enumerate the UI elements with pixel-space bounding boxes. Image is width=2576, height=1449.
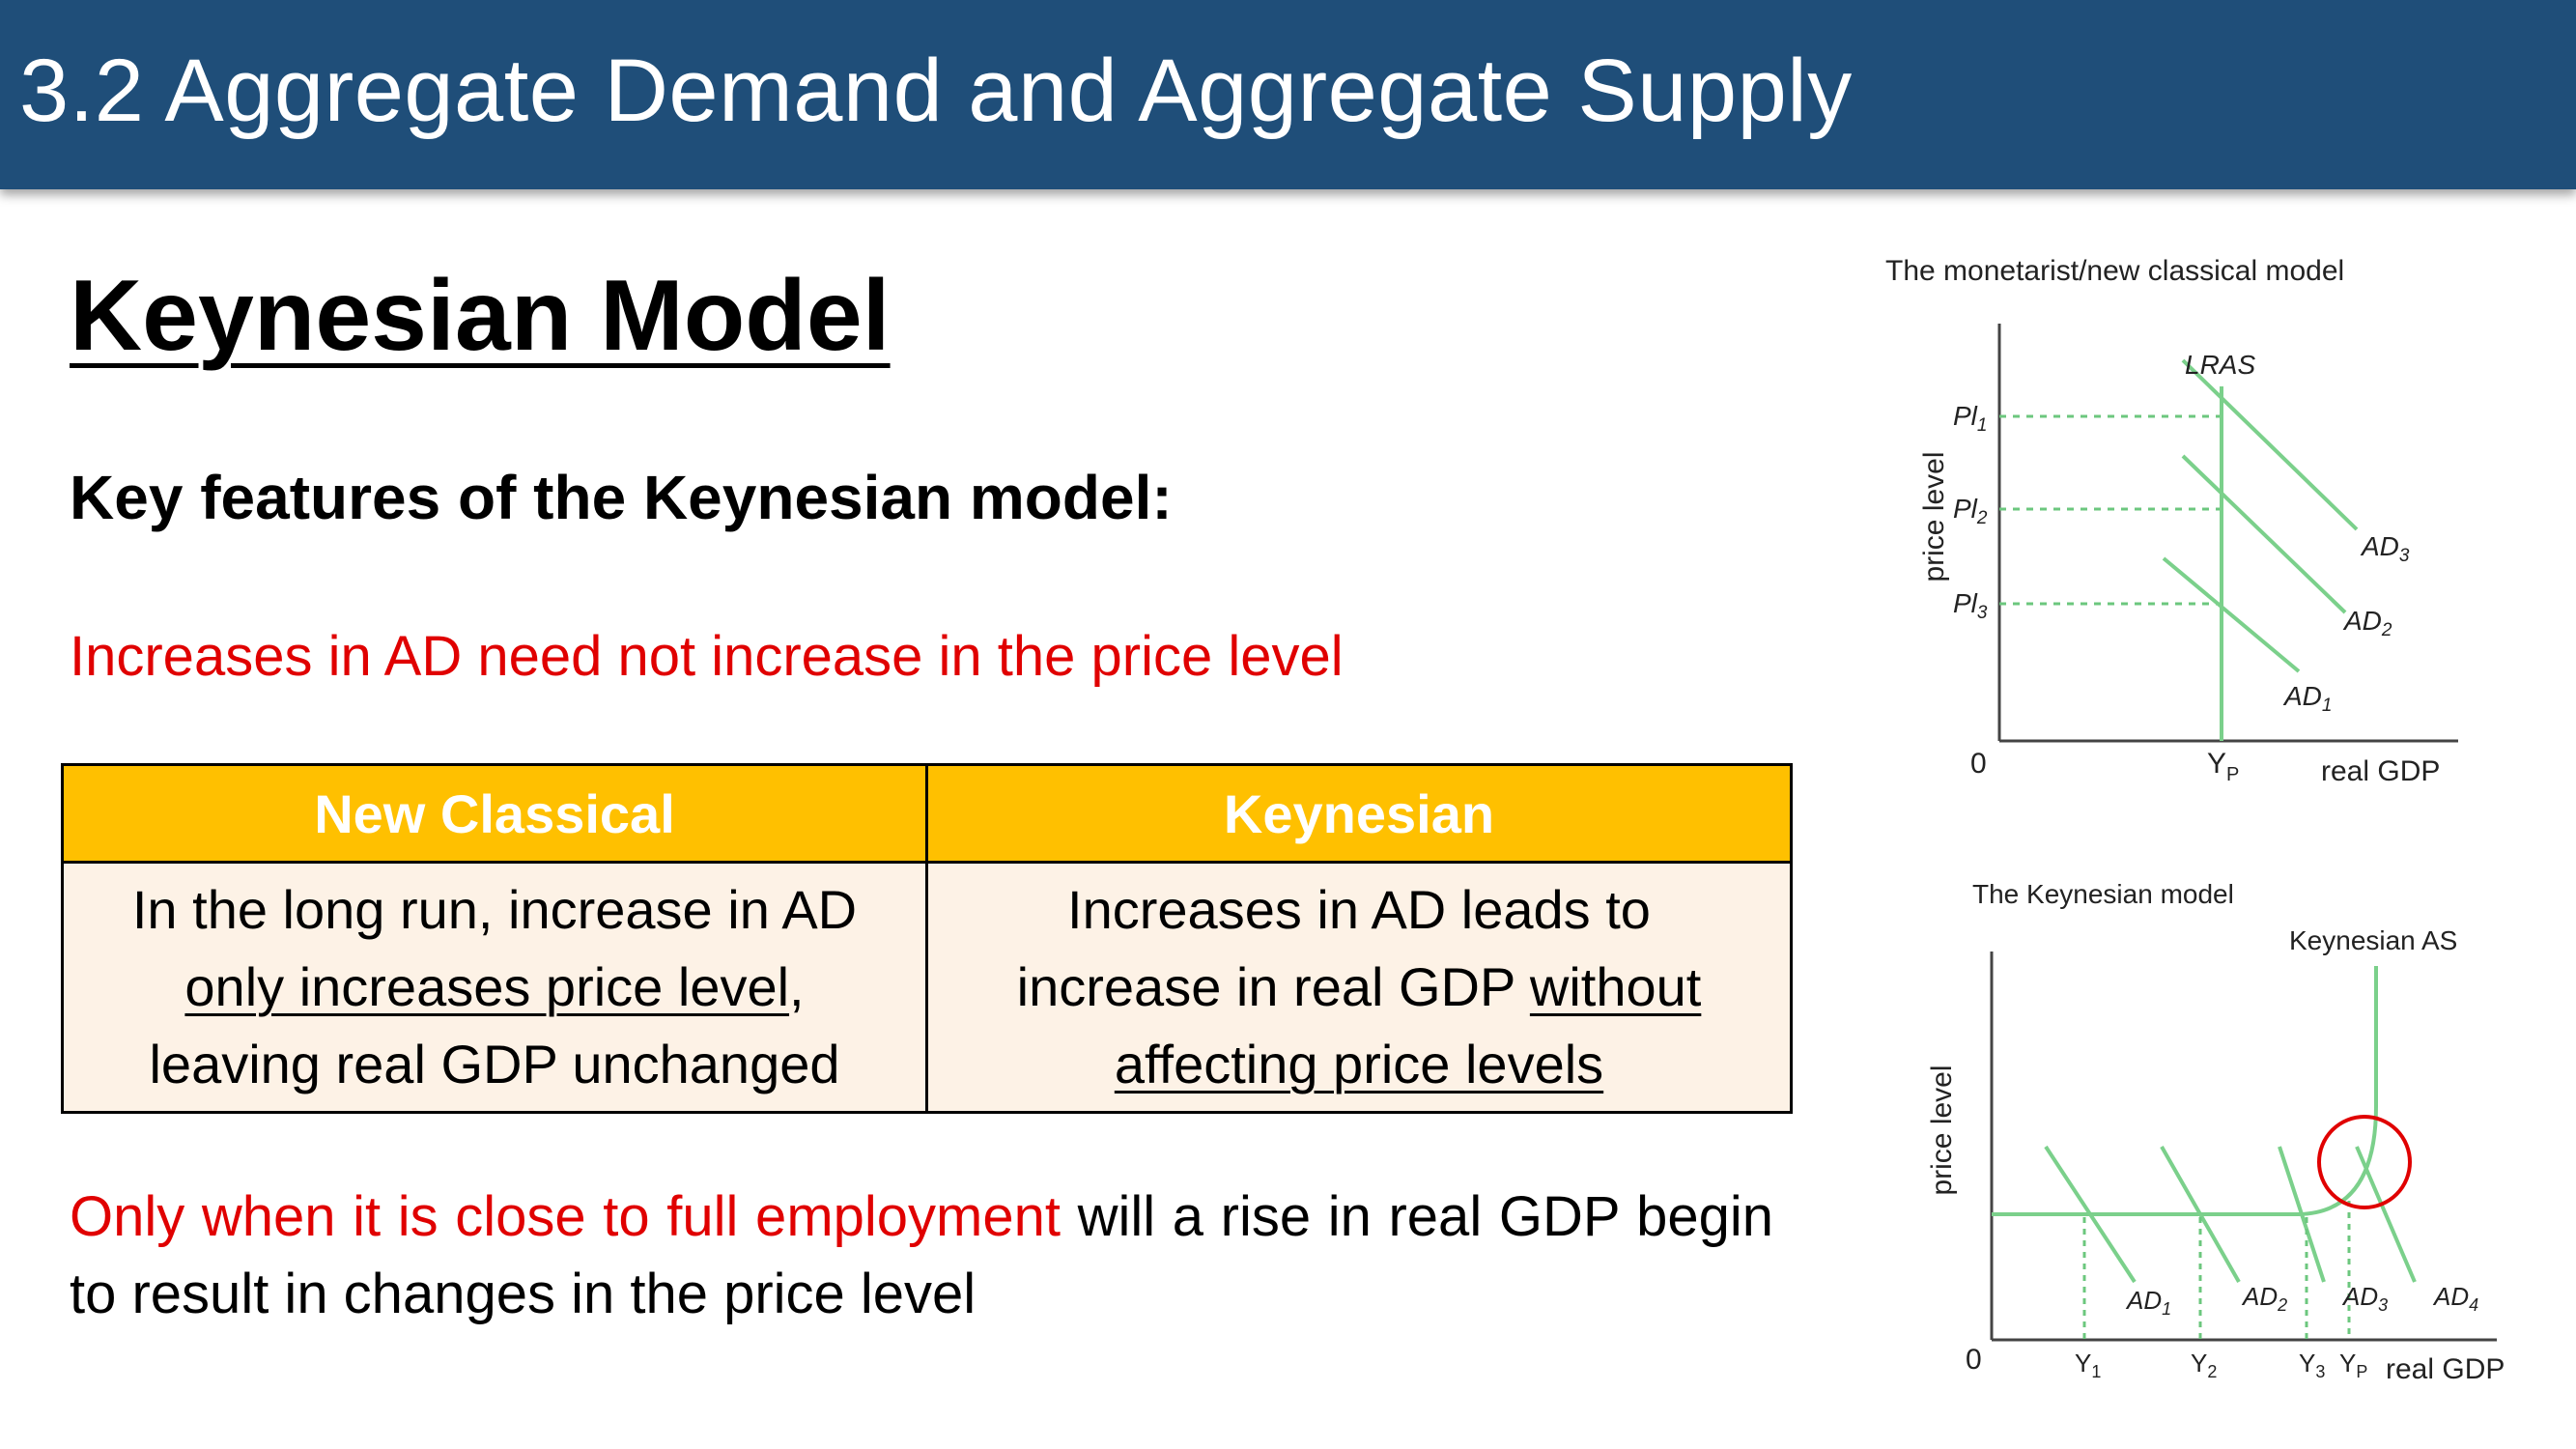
cell-text: , bbox=[789, 956, 805, 1017]
cell-text: In the long run, increase in AD bbox=[131, 879, 858, 940]
diagram-title: The monetarist/new classical model bbox=[1885, 255, 2344, 287]
ad4-curve bbox=[2355, 1146, 2417, 1283]
title-banner: 3.2 Aggregate Demand and Aggregate Suppl… bbox=[0, 0, 2576, 189]
header-keynesian: Keynesian bbox=[925, 763, 1793, 864]
diagram-keynesian: The Keynesian model Keynesian AS price l… bbox=[1926, 879, 2505, 1385]
diagram-new-classical: The monetarist/new classical model price… bbox=[1885, 255, 2458, 787]
table-row: In the long run, increase in AD only inc… bbox=[61, 861, 1793, 1114]
price-label-pl3: Pl3 bbox=[1953, 588, 1988, 623]
price-label-pl1: Pl1 bbox=[1953, 401, 1987, 436]
axis-label-x: real GDP bbox=[2321, 755, 2440, 787]
ad1-curve bbox=[2044, 1145, 2137, 1284]
cell-new-classical: In the long run, increase in AD only inc… bbox=[61, 861, 928, 1114]
origin-label: 0 bbox=[1970, 748, 1987, 780]
ad2-curve bbox=[2160, 1146, 2241, 1283]
ad2-label: AD2 bbox=[2342, 606, 2392, 640]
price-label-pl2: Pl2 bbox=[1953, 494, 1988, 528]
cell-keynesian: Increases in AD leads to increase in rea… bbox=[925, 861, 1793, 1114]
header-new-classical: New Classical bbox=[61, 763, 928, 864]
section-heading: Keynesian Model bbox=[70, 260, 891, 372]
underlined-text: affecting price levels bbox=[1114, 1034, 1604, 1094]
y2-label: Y2 bbox=[2191, 1349, 2217, 1381]
table-header-row: New Classical Keynesian bbox=[61, 763, 1793, 864]
ad3-label: AD3 bbox=[2341, 1282, 2388, 1315]
as-label: Keynesian AS bbox=[2289, 925, 2457, 955]
ad1-label: AD1 bbox=[2125, 1286, 2171, 1319]
yp-label: YP bbox=[2339, 1349, 2367, 1381]
highlight-circle bbox=[2317, 1115, 2412, 1209]
cell-text: leaving real GDP unchanged bbox=[149, 1034, 840, 1094]
origin-label: 0 bbox=[1966, 1344, 1982, 1376]
axis-label-y: price level bbox=[1918, 451, 1950, 582]
ad3-curve bbox=[2278, 1146, 2326, 1283]
ad1-label: AD1 bbox=[2282, 681, 2332, 716]
slide-title: 3.2 Aggregate Demand and Aggregate Suppl… bbox=[19, 42, 1853, 140]
axis-label-y: price level bbox=[1926, 1065, 1958, 1195]
ad1-curve bbox=[2162, 556, 2301, 673]
underlined-text: only increases price level bbox=[184, 956, 790, 1017]
ad4-label: AD4 bbox=[2432, 1282, 2478, 1315]
comparison-table: New Classical Keynesian In the long run,… bbox=[61, 763, 1793, 1114]
diagram-title: The Keynesian model bbox=[1972, 879, 2234, 909]
ad2-label: AD2 bbox=[2241, 1282, 2287, 1315]
y1-label: Y1 bbox=[2075, 1349, 2101, 1381]
key-point: Increases in AD need not increase in the… bbox=[70, 625, 1344, 688]
conclusion-text: will a rise in real GDP begin to result … bbox=[70, 1185, 1773, 1325]
y3-label: Y3 bbox=[2299, 1349, 2325, 1381]
ad3-curve bbox=[2181, 358, 2359, 531]
cell-text: increase in real GDP bbox=[1016, 956, 1530, 1017]
cell-text: Increases in AD leads to bbox=[1067, 879, 1651, 940]
yp-label: YP bbox=[2207, 748, 2239, 785]
ad3-label: AD3 bbox=[2360, 531, 2410, 566]
underlined-text: without bbox=[1529, 956, 1702, 1017]
keynesian-as-curve bbox=[1992, 966, 2378, 1216]
lras-label: LRAS bbox=[2185, 350, 2255, 380]
subheading: Key features of the Keynesian model: bbox=[70, 463, 1173, 532]
axis-label-x: real GDP bbox=[2386, 1353, 2505, 1385]
conclusion-paragraph: Only when it is close to full employment… bbox=[70, 1179, 1773, 1333]
ad2-curve bbox=[2181, 454, 2347, 614]
conclusion-highlight: Only when it is close to full employment bbox=[70, 1185, 1061, 1248]
